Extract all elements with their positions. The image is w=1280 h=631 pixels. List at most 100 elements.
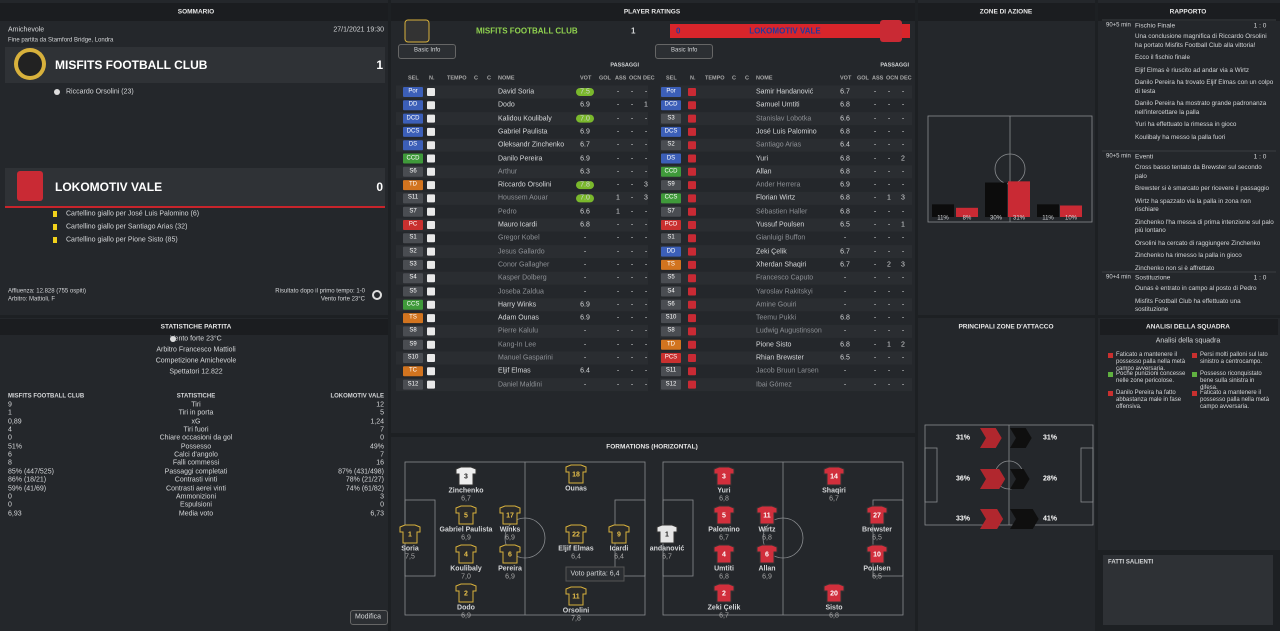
panel-title: FATTI SALIENTI [1108,559,1154,566]
rating: 6.8 [840,208,850,216]
position-badge [403,353,423,363]
stat-cell: - [887,327,891,335]
ball-icon [54,89,60,95]
stat-cell: - [873,288,877,295]
pitch-line [872,499,904,577]
verdict-icon [1192,372,1197,377]
player-name: Ander Herrera [756,181,801,189]
stat-cell: - [644,168,648,176]
rating: - [843,381,847,389]
bar-label: 11% [937,215,949,222]
position-badge [661,206,681,217]
stat-cell: - [887,248,891,256]
position-badge [661,153,681,164]
shirt [866,505,888,525]
position-badge [403,273,423,284]
stat-cell: - [901,327,905,335]
position: S9 [667,181,675,188]
shirt-number: 17 [506,512,514,520]
player-name: andanović [649,545,685,553]
crest [14,48,46,80]
position: DCD [664,101,678,108]
shirt-number: 1 [665,531,669,539]
stat-cell: 2 [901,155,905,162]
event-type: Eventi [1135,153,1154,161]
position-badge [661,326,681,337]
zone-bar [1008,181,1030,217]
rating: 6.6 [580,208,590,216]
stat-cell: - [616,288,620,295]
group-header: PASSAGGI [610,62,639,69]
kit-icon [688,340,696,349]
player-name: Gabriel Paulista [439,526,493,534]
card-event: Cartellino giallo per Santiago Arias (32… [66,223,188,231]
stat-cell: - [616,327,620,335]
view-dropdown[interactable] [398,44,456,59]
stat-cell: - [887,128,891,136]
stat-cell: - [616,141,620,149]
commentary: Una conclusione magnifica di Riccardo Or… [1135,33,1267,49]
position: S3 [409,261,417,268]
kit-icon [427,247,435,256]
player-name: Jesus Gallardo [498,248,545,256]
position-badge [403,299,423,310]
attack-arrow [1010,428,1032,448]
position: S6 [667,301,675,308]
shirt [656,524,678,544]
shirt-number: 2 [464,590,468,598]
player-name: Soria [401,545,419,553]
stat-cell: - [644,88,648,96]
rating: 6.5 [840,354,850,362]
stat-cell: 3 [901,194,905,202]
header-bar [1100,319,1278,335]
player-name: Pierre Kalulu [498,327,539,335]
row-bg [660,165,912,179]
commentary: Wirtz ha spazzato via la palla in zona n… [1135,197,1251,214]
player-name: Arthur [498,168,518,176]
stat-cell: - [887,181,891,189]
shirt [565,524,587,544]
player-name: Jacob Bruun Larsen [756,367,819,375]
commentary: Eljif Elmas è riuscito ad andar via a Wi… [1135,66,1250,74]
player-name: Zeki Çelik [756,248,787,256]
rating: 6,9 [505,534,515,542]
crest [880,20,902,42]
away-stat: 1,24 [370,418,384,426]
player-name: Mauro Icardi [498,221,537,229]
dropdown-label[interactable]: Basic Info [671,47,698,54]
position-badge [661,286,681,297]
stat-cell: - [644,141,648,149]
stat-cell: - [901,248,905,256]
position: S12 [665,381,677,388]
shirt-number: 18 [572,471,580,479]
event-type: Fischio Finale [1135,22,1176,30]
home-stat: 0,89 [8,418,22,426]
kit-icon [427,327,435,336]
view-dropdown[interactable] [655,44,713,59]
rating: 6.9 [580,155,590,162]
column-header: VOT [580,75,592,82]
edit-button[interactable] [350,610,388,625]
shirt [455,505,477,525]
player-name: Brewster [862,526,892,534]
position-badge [661,313,681,324]
position: S10 [665,314,677,321]
score: 1 [631,26,636,36]
column-header: SEL [408,75,419,82]
player-name: Gianluigi Buffon [756,234,806,242]
edit-button-label[interactable]: Modifica [354,613,382,621]
stat-cell: - [616,88,620,96]
verdict-icon [1192,391,1197,396]
stat-cell: 1 [901,221,905,229]
pitch-line [924,447,938,503]
dropdown-label[interactable]: Basic Info [414,47,441,54]
rating: 6.7 [580,141,590,149]
rating-badge [576,194,594,203]
kit-icon [688,127,696,136]
row-bg [660,245,912,259]
group-header: PASSAGGI [880,62,909,69]
stat-cell: - [630,314,634,322]
stat-cell: - [630,141,634,149]
rating-badge [576,114,594,123]
column-header: ASS [872,75,884,82]
